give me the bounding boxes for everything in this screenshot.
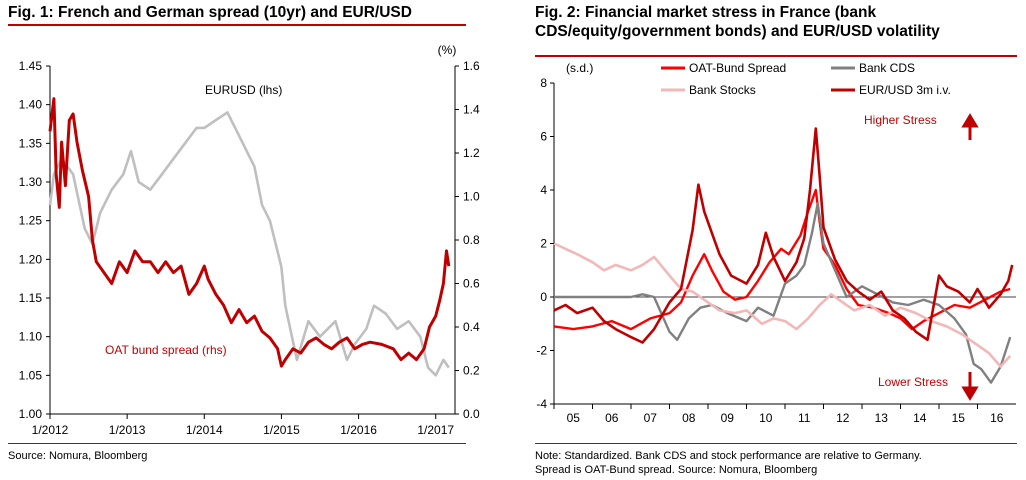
y-right-tick-label: 0.2 xyxy=(463,364,480,378)
eurusd-iv-series-line xyxy=(553,127,1014,344)
x-tick-label: 1/2012 xyxy=(32,423,69,437)
y-left-tick-label: 1.15 xyxy=(19,291,43,305)
x-tick-label: 12 xyxy=(836,411,850,425)
x-tick-label: 16 xyxy=(990,411,1004,425)
legend-label: EUR/USD 3m i.v. xyxy=(859,83,951,97)
fig1-title-rule xyxy=(8,24,466,26)
fig2-source-line2: Spread is OAT-Bund spread. Source: Nomur… xyxy=(535,464,818,476)
unit-label: (%) xyxy=(438,43,457,57)
y-right-tick-label: 0.8 xyxy=(463,233,480,247)
x-tick-label: 09 xyxy=(721,411,735,425)
bank-cds-series-line xyxy=(554,202,1012,384)
x-tick-label: 11 xyxy=(798,411,811,425)
y-left-tick-label: 1.30 xyxy=(19,175,43,189)
fig1-chart: 1.00 1.05 1.10 1.15 1.20 1.25 1.30 1.35 1.40 1.45… xyxy=(19,43,480,437)
x-tick-label: 1/2017 xyxy=(417,423,454,437)
lower-stress-label: Lower Stress xyxy=(878,375,948,389)
y-right-tick-label: 0.6 xyxy=(463,277,480,291)
y-tick-label: 8 xyxy=(540,76,547,90)
legend-label: OAT-Bund Spread xyxy=(689,61,786,75)
x-tick-label: 15 xyxy=(952,411,966,425)
y-tick-label: -2 xyxy=(536,344,547,358)
eurusd-series-line xyxy=(48,111,450,377)
bank-stocks-series-line xyxy=(553,242,1012,368)
y-right-tick-label: 1.2 xyxy=(463,146,480,160)
eurusd-annotation: EURUSD (lhs) xyxy=(205,83,282,97)
fig2-source-rule xyxy=(535,443,1017,444)
fig2-source-line1: Note: Standardized. Bank CDS and stock p… xyxy=(535,450,922,462)
x-tick-label: 1/2015 xyxy=(263,423,300,437)
fig1-title: Fig. 1: French and German spread (10yr) … xyxy=(8,4,412,21)
y-tick-label: 4 xyxy=(540,183,547,197)
y-left-tick-label: 1.20 xyxy=(19,252,43,266)
y-left-tick-label: 1.25 xyxy=(19,214,43,228)
x-tick-label: 07 xyxy=(644,411,658,425)
unit-label: (s.d.) xyxy=(566,61,593,75)
x-tick-label: 1/2013 xyxy=(109,423,146,437)
y-left-tick-label: 1.45 xyxy=(19,59,43,73)
y-right-tick-label: 0.0 xyxy=(463,407,480,421)
y-right-tick-label: 1.6 xyxy=(463,59,480,73)
y-right-tick-label: 0.4 xyxy=(463,320,480,334)
legend-label: Bank CDS xyxy=(859,61,915,75)
y-left-tick-label: 1.00 xyxy=(19,407,43,421)
oat-bund-series-line xyxy=(553,188,1011,331)
fig2-title-rule xyxy=(535,55,1017,57)
y-tick-label: 6 xyxy=(540,130,547,144)
fig2-chart: -4 -2 0 2 4 6 8 (s.d.) 05 06 07 08 09 10 11 12 13 14 15 16 O… xyxy=(536,61,1016,425)
x-tick-label: 10 xyxy=(759,411,773,425)
y-right-tick-label: 1.4 xyxy=(463,103,480,117)
y-left-tick-label: 1.35 xyxy=(19,136,43,150)
x-tick-label: 14 xyxy=(913,411,927,425)
oat-annotation: OAT bund spread (rhs) xyxy=(105,343,227,357)
x-tick-label: 1/2016 xyxy=(340,423,377,437)
fig2-title-line2: CDS/equity/government bonds) and EUR/USD… xyxy=(535,23,940,40)
oat-spread-series-line xyxy=(48,97,451,368)
legend-label: Bank Stocks xyxy=(689,83,756,97)
y-right-tick-label: 1.0 xyxy=(463,190,480,204)
x-tick-label: 06 xyxy=(605,411,619,425)
higher-stress-label: Higher Stress xyxy=(864,113,937,127)
y-tick-label: -4 xyxy=(536,397,547,411)
up-arrow-icon xyxy=(961,113,979,140)
x-tick-label: 05 xyxy=(567,411,581,425)
x-tick-label: 08 xyxy=(682,411,696,425)
y-left-tick-label: 1.10 xyxy=(19,330,43,344)
y-tick-label: 2 xyxy=(540,237,547,251)
fig2-title-line1: Fig. 2: Financial market stress in Franc… xyxy=(535,4,877,21)
down-arrow-icon xyxy=(961,372,979,401)
y-left-tick-label: 1.05 xyxy=(19,368,43,382)
fig1-source-rule xyxy=(8,443,466,444)
y-tick-label: 0 xyxy=(540,290,547,304)
y-left-tick-label: 1.40 xyxy=(19,98,43,112)
fig1-source: Source: Nomura, Bloomberg xyxy=(8,450,148,462)
x-tick-label: 1/2014 xyxy=(186,423,223,437)
x-tick-label: 13 xyxy=(875,411,889,425)
